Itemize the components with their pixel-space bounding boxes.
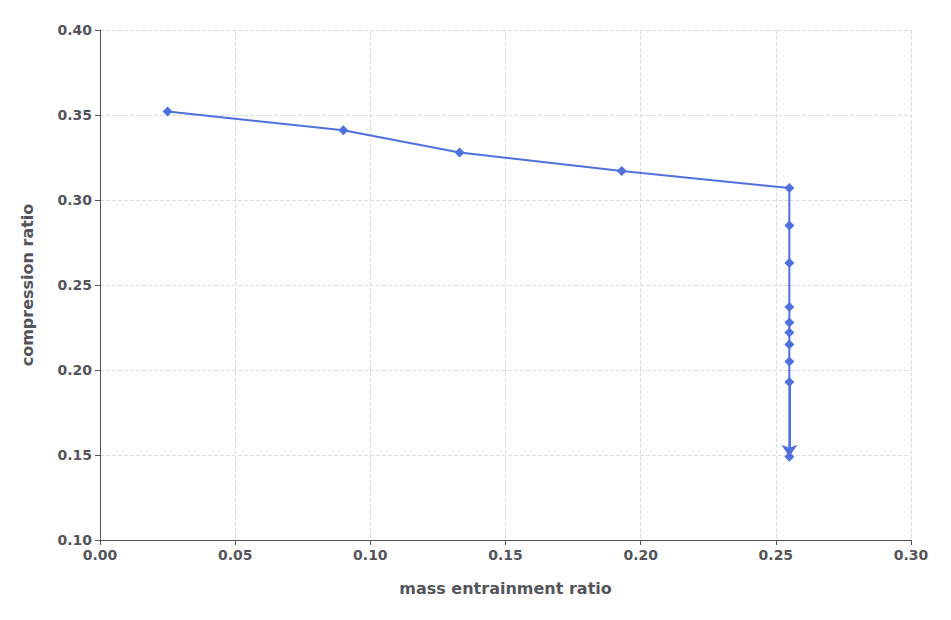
svg-text:0.20: 0.20 bbox=[623, 547, 658, 563]
svg-text:0.25: 0.25 bbox=[759, 547, 794, 563]
svg-text:0.30: 0.30 bbox=[894, 547, 929, 563]
svg-text:0.40: 0.40 bbox=[57, 22, 92, 38]
svg-text:0.10: 0.10 bbox=[353, 547, 388, 563]
svg-text:0.35: 0.35 bbox=[57, 107, 92, 123]
svg-text:compression ratio: compression ratio bbox=[18, 204, 37, 367]
svg-text:0.00: 0.00 bbox=[83, 547, 118, 563]
svg-text:0.05: 0.05 bbox=[218, 547, 253, 563]
svg-text:0.30: 0.30 bbox=[57, 192, 92, 208]
svg-text:0.10: 0.10 bbox=[57, 532, 92, 548]
svg-text:0.20: 0.20 bbox=[57, 362, 92, 378]
svg-text:0.15: 0.15 bbox=[488, 547, 523, 563]
svg-text:mass entrainment ratio: mass entrainment ratio bbox=[399, 579, 611, 598]
svg-text:0.15: 0.15 bbox=[57, 447, 92, 463]
svg-text:0.25: 0.25 bbox=[57, 277, 92, 293]
